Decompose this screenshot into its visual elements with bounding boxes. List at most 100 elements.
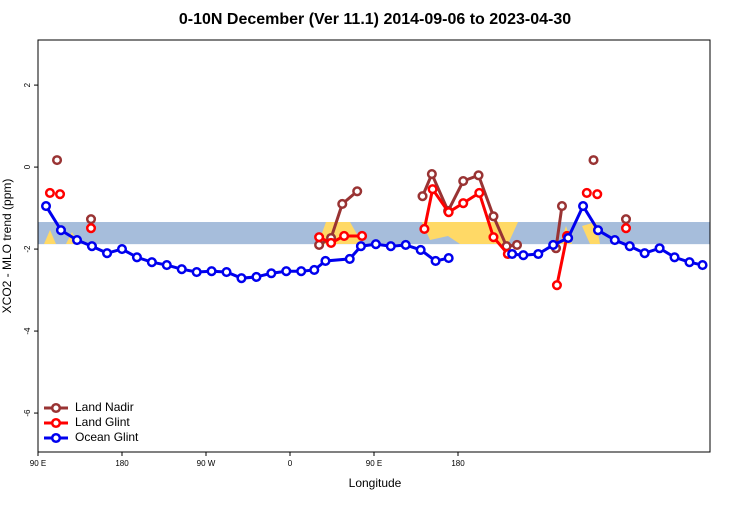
data-point — [176, 264, 187, 275]
y-tick-label: -4 — [23, 327, 32, 335]
data-point — [131, 252, 142, 263]
data-point — [419, 223, 430, 235]
data-point — [639, 248, 650, 259]
data-point — [344, 253, 355, 264]
data-point — [426, 169, 437, 180]
data-point — [684, 257, 695, 268]
data-point — [443, 253, 454, 264]
data-point — [507, 248, 518, 260]
data-point — [206, 266, 217, 277]
data-point — [339, 230, 350, 242]
legend-label: Ocean Glint — [75, 430, 139, 444]
data-point — [296, 266, 307, 277]
data-point — [355, 241, 366, 252]
data-point — [669, 252, 680, 263]
y-tick-label: 2 — [23, 82, 32, 87]
x-tick-label: 90 E — [30, 459, 46, 468]
land-patch — [44, 230, 56, 244]
legend-marker — [50, 402, 62, 414]
data-point — [474, 187, 485, 198]
x-axis-label: Longitude — [349, 476, 402, 490]
data-point — [592, 225, 604, 236]
data-point — [556, 200, 568, 212]
data-point — [473, 170, 484, 181]
data-point — [309, 264, 320, 276]
data-point — [385, 241, 396, 252]
data-point — [337, 198, 348, 210]
x-tick-label: 0 — [288, 459, 293, 468]
data-point — [85, 223, 97, 234]
data-point — [654, 243, 665, 254]
data-point — [488, 232, 499, 243]
data-point — [85, 214, 97, 225]
data-point — [146, 257, 157, 268]
x-tick-label: 180 — [451, 459, 465, 468]
data-point — [458, 198, 469, 209]
background-layer — [38, 222, 710, 245]
legend-label: Land Glint — [75, 415, 130, 429]
data-point — [102, 248, 113, 259]
data-point — [620, 214, 632, 225]
data-point — [40, 200, 52, 212]
data-point — [54, 189, 66, 200]
data-point — [266, 268, 277, 279]
data-point — [357, 230, 368, 242]
data-point — [191, 266, 202, 278]
data-point — [511, 239, 523, 251]
data-point — [488, 211, 499, 222]
series-line — [318, 234, 363, 245]
chart-title: 0-10N December (Ver 11.1) 2014-09-06 to … — [179, 11, 571, 28]
data-point — [236, 273, 247, 284]
data-point — [620, 223, 632, 234]
data-point — [320, 255, 331, 267]
y-axis-label: XCO2 - MLO trend (ppm) — [0, 179, 14, 314]
y-tick-label: -2 — [23, 245, 32, 253]
y-tick-label: -6 — [23, 409, 32, 417]
x-tick-label: 90 E — [366, 459, 382, 468]
data-point — [551, 280, 562, 291]
series-line — [421, 170, 518, 248]
data-point — [588, 155, 599, 166]
data-point — [563, 232, 574, 244]
data-point — [44, 187, 55, 198]
data-point — [592, 189, 603, 200]
ocean-band — [38, 222, 710, 245]
series-line — [44, 205, 449, 280]
data-point — [415, 244, 426, 255]
data-point — [417, 191, 428, 202]
data-point — [624, 241, 635, 252]
data-point — [55, 225, 67, 236]
data-point — [281, 266, 292, 277]
data-point — [326, 237, 337, 248]
data-point — [370, 239, 381, 250]
data-point — [221, 266, 232, 278]
data-point — [578, 200, 589, 212]
x-tick-label: 90 W — [197, 459, 216, 468]
series-line — [554, 205, 564, 249]
data-point — [548, 239, 559, 251]
data-point — [430, 255, 441, 267]
data-point — [352, 186, 363, 197]
legend-marker — [50, 417, 62, 429]
data-point — [116, 244, 128, 255]
data-point — [518, 250, 529, 261]
data-point — [427, 184, 438, 195]
x-tick-label: 180 — [115, 459, 129, 468]
data-point — [609, 235, 620, 246]
legend-marker — [50, 432, 62, 444]
legend-label: Land Nadir — [75, 400, 134, 414]
data-point — [581, 187, 592, 198]
data-point — [71, 235, 83, 246]
data-point — [533, 248, 544, 260]
data-point — [443, 207, 454, 218]
y-tick-label: 0 — [23, 164, 32, 169]
data-point — [251, 271, 262, 283]
data-point — [314, 239, 325, 251]
data-point — [697, 260, 708, 271]
data-point — [400, 239, 411, 251]
series-line — [555, 235, 569, 286]
data-point — [51, 155, 63, 166]
plot-layer — [40, 155, 708, 291]
data-point — [161, 260, 172, 271]
